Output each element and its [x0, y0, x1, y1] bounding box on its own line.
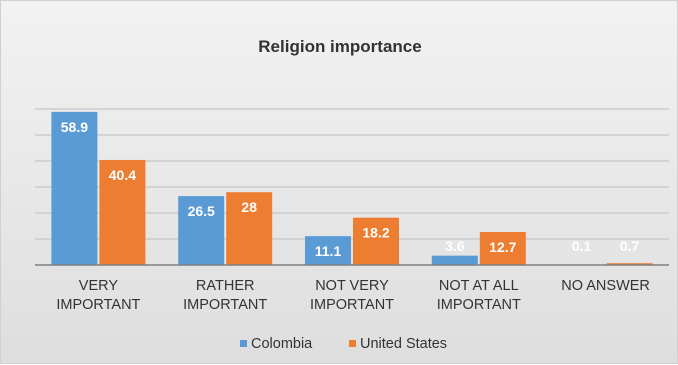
data-label: 0.1 [572, 238, 592, 254]
bar-colombia [432, 256, 478, 265]
data-label: 0.7 [620, 238, 640, 254]
data-label: 40.4 [109, 167, 136, 183]
legend-swatch [240, 340, 247, 347]
legend: Colombia United States [240, 336, 447, 352]
data-label: 11.1 [315, 243, 342, 259]
data-label: 18.2 [362, 225, 389, 241]
data-label: 58.9 [61, 119, 88, 135]
category-label: NO ANSWER [561, 278, 650, 294]
data-label: 28 [241, 199, 257, 215]
legend-label: Colombia [251, 336, 313, 352]
data-label: 3.6 [445, 238, 465, 254]
chart-title: Religion importance [258, 37, 421, 56]
legend-swatch [349, 340, 356, 347]
data-label: 26.5 [188, 203, 215, 219]
data-label: 12.7 [489, 239, 516, 255]
legend-label: United States [360, 336, 447, 352]
